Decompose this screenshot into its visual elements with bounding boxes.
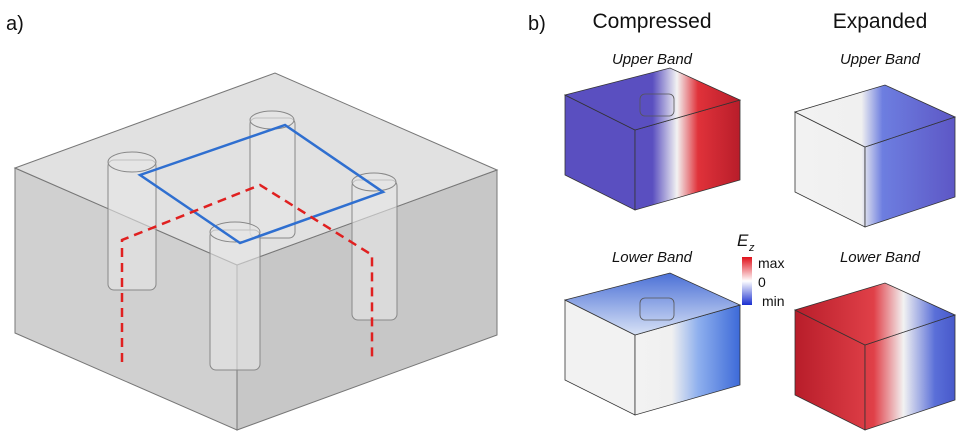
colorbar-label: max [758,255,784,271]
column-title: Compressed [592,10,711,33]
band-label: Upper Band [612,51,693,68]
colorbar: E z max 0 min [737,231,785,309]
colorbar-symbol: E [737,231,749,250]
field-cube [565,273,740,415]
band-label: Lower Band [840,249,921,266]
column-title: Expanded [833,10,928,33]
colorbar-label: min [762,293,785,309]
figure: a) b) Compressed Expanded Upper Band Upp… [0,0,957,437]
colorbar-subscript: z [748,242,755,254]
field-cube [795,283,955,430]
colorbar-label: 0 [758,274,766,290]
colorbar-scale [742,257,752,305]
field-cube [565,68,740,210]
band-label: Upper Band [840,51,921,68]
page: a) b) Compressed Expanded Upper Band Upp… [0,0,957,437]
field-cube [795,85,955,227]
panel-label: b) [528,13,546,35]
unit-cell [15,73,497,430]
panel-label: a) [6,13,24,35]
band-label: Lower Band [612,249,693,266]
